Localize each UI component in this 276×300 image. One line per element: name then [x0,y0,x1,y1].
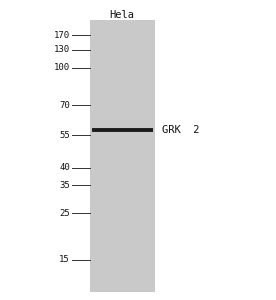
Text: 15: 15 [59,256,70,265]
Text: GRK  2: GRK 2 [162,125,200,135]
Text: Hela: Hela [110,10,134,20]
Text: 170: 170 [54,31,70,40]
Text: 40: 40 [59,164,70,172]
Text: 35: 35 [59,181,70,190]
Text: 130: 130 [54,46,70,55]
Text: 70: 70 [59,100,70,109]
Text: 55: 55 [59,130,70,140]
Text: 100: 100 [54,64,70,73]
Bar [90,20,155,292]
Text: 25: 25 [59,208,70,217]
